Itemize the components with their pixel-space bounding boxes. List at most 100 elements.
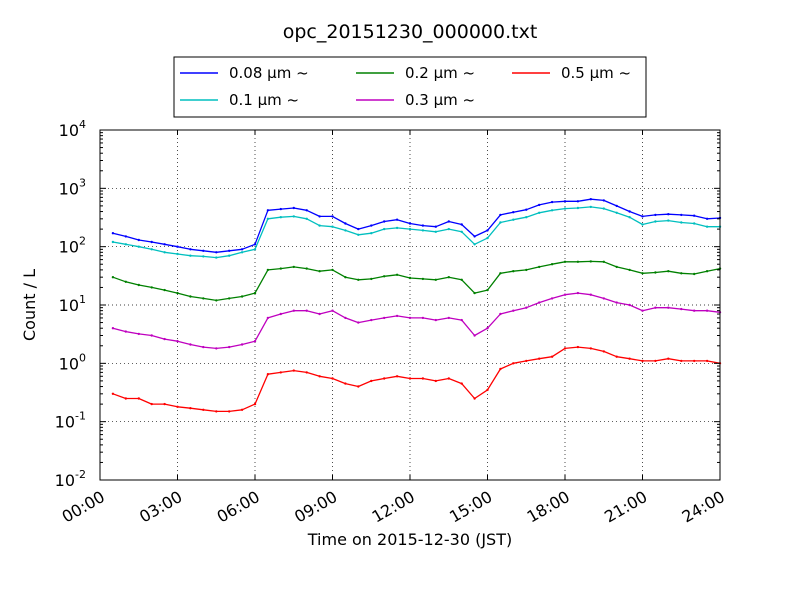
data-point [150, 402, 153, 406]
y-tick-exponent: -2 [75, 468, 86, 481]
data-point [111, 276, 115, 279]
data-point [292, 206, 295, 210]
y-axis-label: Count / L [20, 269, 39, 341]
data-point [305, 309, 308, 312]
data-point [202, 249, 205, 252]
data-point [318, 375, 321, 378]
data-point [576, 345, 580, 349]
y-tick-label: 100 [59, 351, 86, 373]
data-point [550, 200, 554, 204]
data-point [486, 229, 489, 232]
data-point [266, 316, 270, 320]
data-point [576, 200, 580, 203]
data-point [628, 216, 631, 219]
data-point [150, 286, 153, 289]
y-tick-label: 101 [59, 293, 86, 315]
legend-label: 0.3 μm ~ [405, 91, 475, 109]
data-point [331, 268, 334, 272]
data-point [189, 295, 192, 298]
data-point [654, 213, 657, 217]
data-point [266, 373, 270, 376]
data-point [667, 270, 670, 273]
data-point [305, 209, 308, 212]
legend-label: 0.1 μm ~ [229, 91, 299, 109]
data-point [473, 334, 476, 337]
data-point [693, 214, 696, 217]
data-point [421, 316, 425, 320]
data-point [447, 276, 450, 279]
data-point [344, 229, 347, 232]
data-point [163, 243, 166, 246]
data-point [408, 377, 412, 380]
data-point [124, 330, 128, 333]
data-point [615, 265, 618, 269]
data-point [538, 203, 541, 207]
data-point [344, 382, 347, 385]
data-point [421, 224, 425, 227]
x-tick-label: 18:00 [524, 487, 573, 527]
x-tick-label: 06:00 [214, 487, 263, 527]
data-point [421, 377, 425, 380]
data-point [383, 275, 386, 278]
data-point [705, 359, 709, 363]
data-point [266, 209, 270, 212]
data-point [176, 405, 179, 408]
data-point [176, 340, 179, 343]
y-tick-base: 10 [59, 354, 79, 373]
data-point [641, 215, 644, 218]
data-point [215, 251, 218, 254]
data-point [512, 362, 515, 365]
data-point [602, 297, 605, 300]
y-tick-exponent: 2 [79, 235, 86, 248]
data-point [563, 260, 567, 263]
y-tick-base: 10 [55, 413, 75, 432]
data-point [292, 309, 295, 312]
data-point [589, 205, 592, 209]
data-point [447, 227, 450, 231]
data-point [176, 252, 179, 256]
data-point [512, 309, 515, 312]
data-point [705, 270, 709, 273]
data-point [525, 208, 528, 211]
data-point [499, 221, 502, 224]
chart-title: opc_20151230_000000.txt [283, 21, 538, 43]
data-point [512, 270, 515, 273]
data-point [434, 278, 437, 281]
x-tick-label: 00:00 [59, 487, 108, 527]
data-point [240, 251, 244, 254]
y-tick-exponent: 0 [79, 351, 86, 364]
data-point [525, 216, 528, 219]
data-point [395, 273, 399, 276]
data-point [253, 248, 257, 251]
data-point [370, 379, 373, 383]
data-point [228, 297, 231, 300]
data-point [628, 268, 631, 272]
x-tick-label: 15:00 [446, 487, 495, 527]
data-point [253, 243, 257, 246]
data-point [215, 256, 218, 259]
x-tick-label: 21:00 [601, 487, 650, 527]
data-point [279, 207, 282, 211]
data-point [292, 265, 295, 269]
x-tick-label: 03:00 [136, 487, 185, 527]
data-point [550, 209, 554, 212]
series-line-0 [112, 198, 721, 253]
data-point [305, 217, 308, 220]
x-axis-label: Time on 2015-12-30 (JST) [307, 530, 512, 549]
data-point [383, 377, 386, 380]
data-point [473, 235, 476, 238]
data-point [473, 291, 476, 295]
data-point [292, 369, 295, 372]
data-point [266, 268, 270, 272]
data-point [615, 301, 618, 304]
data-point [654, 220, 657, 223]
data-point [370, 318, 373, 322]
data-point [680, 213, 683, 217]
data-point [589, 347, 592, 350]
data-point [189, 343, 192, 346]
data-point [383, 316, 386, 320]
series-layer [111, 198, 722, 413]
data-point [563, 207, 567, 210]
data-point [111, 327, 115, 330]
